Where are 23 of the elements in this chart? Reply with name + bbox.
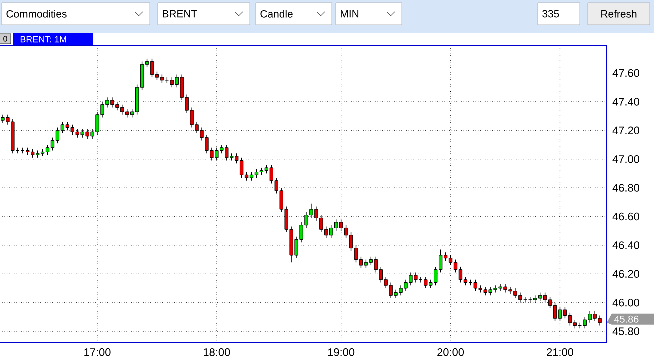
text: BRENT: [163, 10, 198, 18]
y-tick-label: 45.80: [612, 328, 640, 336]
y-tick-label: 47.40: [612, 98, 640, 106]
y-tick-label: 46.40: [612, 242, 640, 250]
text: Candle: [260, 10, 293, 18]
y-tick-label: 46.00: [612, 298, 640, 307]
text: Commodities: [6, 10, 67, 18]
text: 335: [542, 10, 560, 18]
text: Refresh: [602, 10, 637, 18]
x-tick-label: 21:00: [547, 348, 574, 356]
y-tick-label: 47.00: [612, 155, 640, 164]
chart-title: BRENT: 1M: [20, 36, 66, 43]
text: MIN: [341, 10, 359, 18]
text: 45.86: [614, 316, 639, 323]
y-tick-label: 46.60: [612, 212, 640, 221]
y-tick-label: 47.20: [612, 126, 640, 135]
y-tick-label: 47.60: [612, 69, 640, 78]
x-tick-label: 18:00: [204, 348, 230, 356]
x-tick-label: 19:00: [328, 348, 355, 356]
x-tick-label: 20:00: [438, 348, 464, 356]
x-tick-label: 17:00: [84, 348, 111, 356]
y-tick-label: 46.80: [612, 184, 640, 192]
y-tick-label: 46.20: [612, 270, 640, 278]
